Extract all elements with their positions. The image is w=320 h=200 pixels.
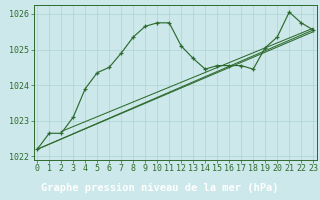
- Text: Graphe pression niveau de la mer (hPa): Graphe pression niveau de la mer (hPa): [41, 183, 279, 193]
